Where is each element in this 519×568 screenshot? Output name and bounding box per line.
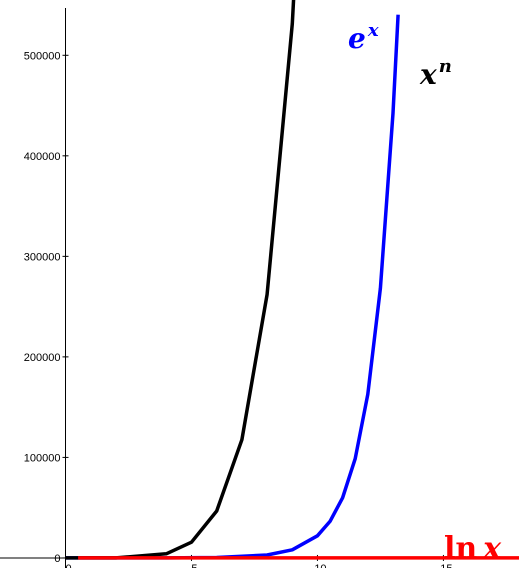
y-tick-label: 100000 bbox=[24, 452, 61, 464]
curve-label-base: ln bbox=[444, 531, 477, 566]
series-curves bbox=[65, 0, 519, 560]
curve-label-exponent: x bbox=[367, 20, 379, 41]
curve-label-exponent: n bbox=[439, 56, 452, 77]
y-tick-label: 300000 bbox=[24, 251, 61, 263]
curve-label-var: x bbox=[482, 531, 502, 566]
y-tick-label: 0 bbox=[54, 553, 60, 565]
y-tick-label: 500000 bbox=[24, 50, 61, 62]
x-tick-label: 0 bbox=[65, 563, 71, 568]
x-tick-label: 15 bbox=[440, 563, 452, 568]
tick-labels: 0 5 10 15 0 100000 200000 300000 400000 500000 bbox=[24, 50, 453, 568]
x-tick-label: 5 bbox=[191, 563, 197, 568]
series-line-0 bbox=[65, 14, 400, 560]
y-tick-label: 400000 bbox=[24, 151, 61, 163]
curve-label-2: ln x bbox=[444, 531, 502, 566]
curve-label-base: e bbox=[348, 22, 366, 55]
x-tick-label: 10 bbox=[314, 563, 326, 568]
curve-label-base: x bbox=[419, 58, 437, 91]
y-tick-label: 200000 bbox=[24, 352, 61, 364]
curve-labels: e xx nln x bbox=[348, 20, 502, 566]
series-line-1 bbox=[65, 0, 296, 560]
axes bbox=[0, 8, 519, 568]
